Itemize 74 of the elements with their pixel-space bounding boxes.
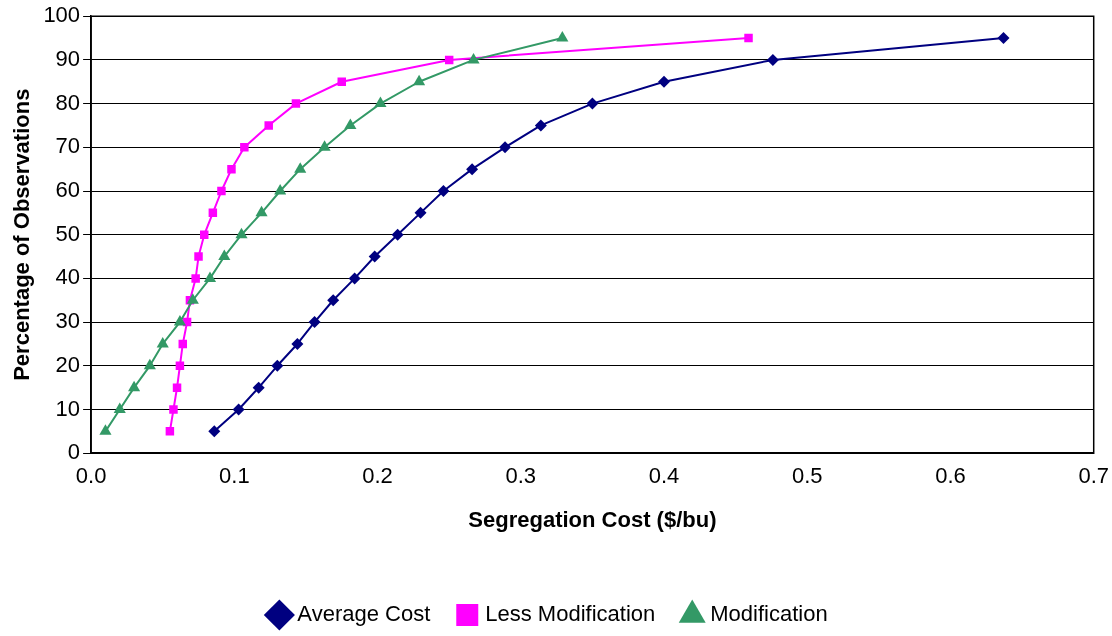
point: [99, 424, 112, 435]
x-tick-label: 0.1: [219, 463, 250, 489]
point: [318, 140, 331, 151]
x-axis-title: Segregation Cost ($/bu): [468, 506, 717, 532]
x-tick-label: 0.4: [648, 463, 680, 489]
point: [997, 32, 1010, 45]
point: [744, 33, 753, 43]
x-tick-label: 0.6: [935, 463, 966, 489]
point: [235, 227, 248, 239]
point: [534, 119, 547, 132]
legend-label: Modification: [710, 601, 828, 627]
point: [194, 252, 203, 261]
point: [291, 337, 304, 350]
point: [200, 230, 209, 239]
point: [344, 118, 357, 129]
point: [218, 249, 231, 261]
point: [227, 164, 236, 174]
point: [271, 359, 284, 372]
point: [191, 274, 200, 283]
point: [274, 184, 287, 195]
x-tick-label: 0.0: [75, 463, 107, 489]
point: [294, 162, 307, 173]
y-tick-label: 70: [55, 133, 81, 159]
y-tick-label: 10: [55, 395, 81, 421]
y-tick-label: 80: [55, 89, 81, 115]
point: [252, 381, 265, 394]
point: [172, 383, 182, 392]
point: [291, 99, 301, 108]
point: [186, 293, 199, 304]
point: [466, 163, 479, 176]
point: [308, 316, 321, 329]
point: [374, 96, 387, 108]
point: [143, 358, 156, 370]
point: [173, 315, 186, 326]
point: [391, 228, 404, 241]
legend-label: Less Modification: [485, 601, 656, 627]
x-tick-label: 0.3: [505, 463, 537, 489]
point: [556, 31, 569, 42]
point: [437, 185, 450, 197]
legend-label: Average Cost: [297, 601, 431, 627]
point: [165, 427, 175, 436]
point: [414, 206, 427, 219]
point: [208, 425, 221, 438]
y-tick-label: 20: [55, 351, 81, 377]
x-tick-label: 0.7: [1078, 463, 1110, 489]
y-tick-label: 0: [67, 439, 81, 465]
point: [255, 205, 268, 217]
point: [240, 143, 249, 152]
x-tick-label: 0.2: [362, 463, 393, 489]
point: [368, 250, 381, 263]
point: [264, 121, 273, 130]
point: [499, 141, 512, 154]
y-tick-label: 90: [55, 45, 81, 71]
x-tick-label: 0.5: [791, 463, 823, 489]
y-tick-label: 60: [55, 177, 81, 203]
point: [113, 402, 126, 413]
point: [203, 271, 217, 282]
point: [217, 186, 226, 196]
y-axis-title: Percentage of Observations: [9, 88, 35, 381]
point: [658, 75, 671, 88]
point: [467, 52, 480, 64]
y-tick-label: 100: [43, 2, 81, 28]
point: [766, 53, 779, 66]
point: [327, 294, 340, 307]
point: [586, 97, 599, 110]
y-tick-label: 30: [55, 308, 81, 334]
y-tick-label: 50: [55, 220, 81, 246]
point: [348, 272, 361, 285]
y-tick-label: 40: [55, 264, 81, 290]
point: [128, 380, 141, 392]
point: [169, 405, 178, 414]
point: [232, 403, 245, 416]
point: [413, 74, 426, 86]
point: [156, 336, 169, 348]
